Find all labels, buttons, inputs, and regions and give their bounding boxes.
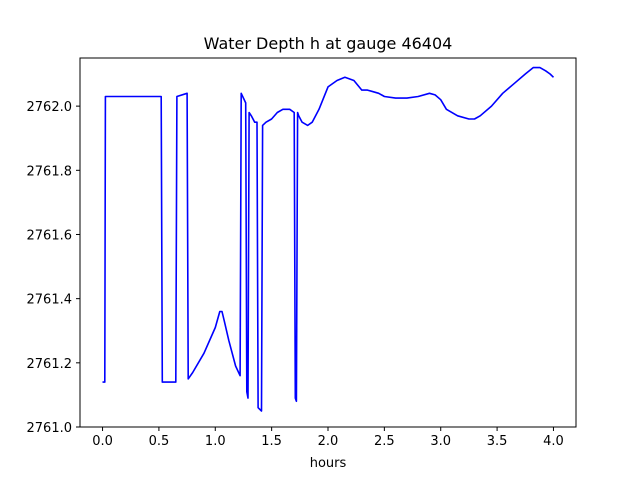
x-tick-label: 1.5 <box>261 434 282 449</box>
y-tick-label: 2761.0 <box>27 421 73 436</box>
x-axis: 0.0 0.5 1.0 1.5 2.0 2.5 3.0 3.5 4.0 <box>92 427 564 449</box>
x-tick-label: 2.0 <box>318 434 339 449</box>
x-tick-label: 3.0 <box>430 434 451 449</box>
y-tick-label: 2761.8 <box>27 164 73 179</box>
y-tick-label: 2761.2 <box>27 357 73 372</box>
plot-frame <box>79 57 577 428</box>
x-tick-label: 0.5 <box>149 434 170 449</box>
x-tick-label: 3.5 <box>487 434 508 449</box>
series-line-0 <box>102 66 555 412</box>
y-tick-label: 2762.0 <box>27 100 73 115</box>
series-layer <box>102 66 555 412</box>
y-axis: 2761.0 2761.2 2761.4 2761.6 2761.8 2762.0 <box>27 100 80 436</box>
x-tick-label: 2.5 <box>374 434 395 449</box>
x-axis-label: hours <box>310 456 347 471</box>
y-tick-label: 2761.4 <box>27 293 73 308</box>
x-tick-label: 1.0 <box>205 434 226 449</box>
x-tick-label: 4.0 <box>543 434 564 449</box>
y-tick-label: 2761.6 <box>27 228 73 243</box>
chart-title: Water Depth h at gauge 46404 <box>204 34 453 53</box>
x-tick-label: 0.0 <box>92 434 113 449</box>
